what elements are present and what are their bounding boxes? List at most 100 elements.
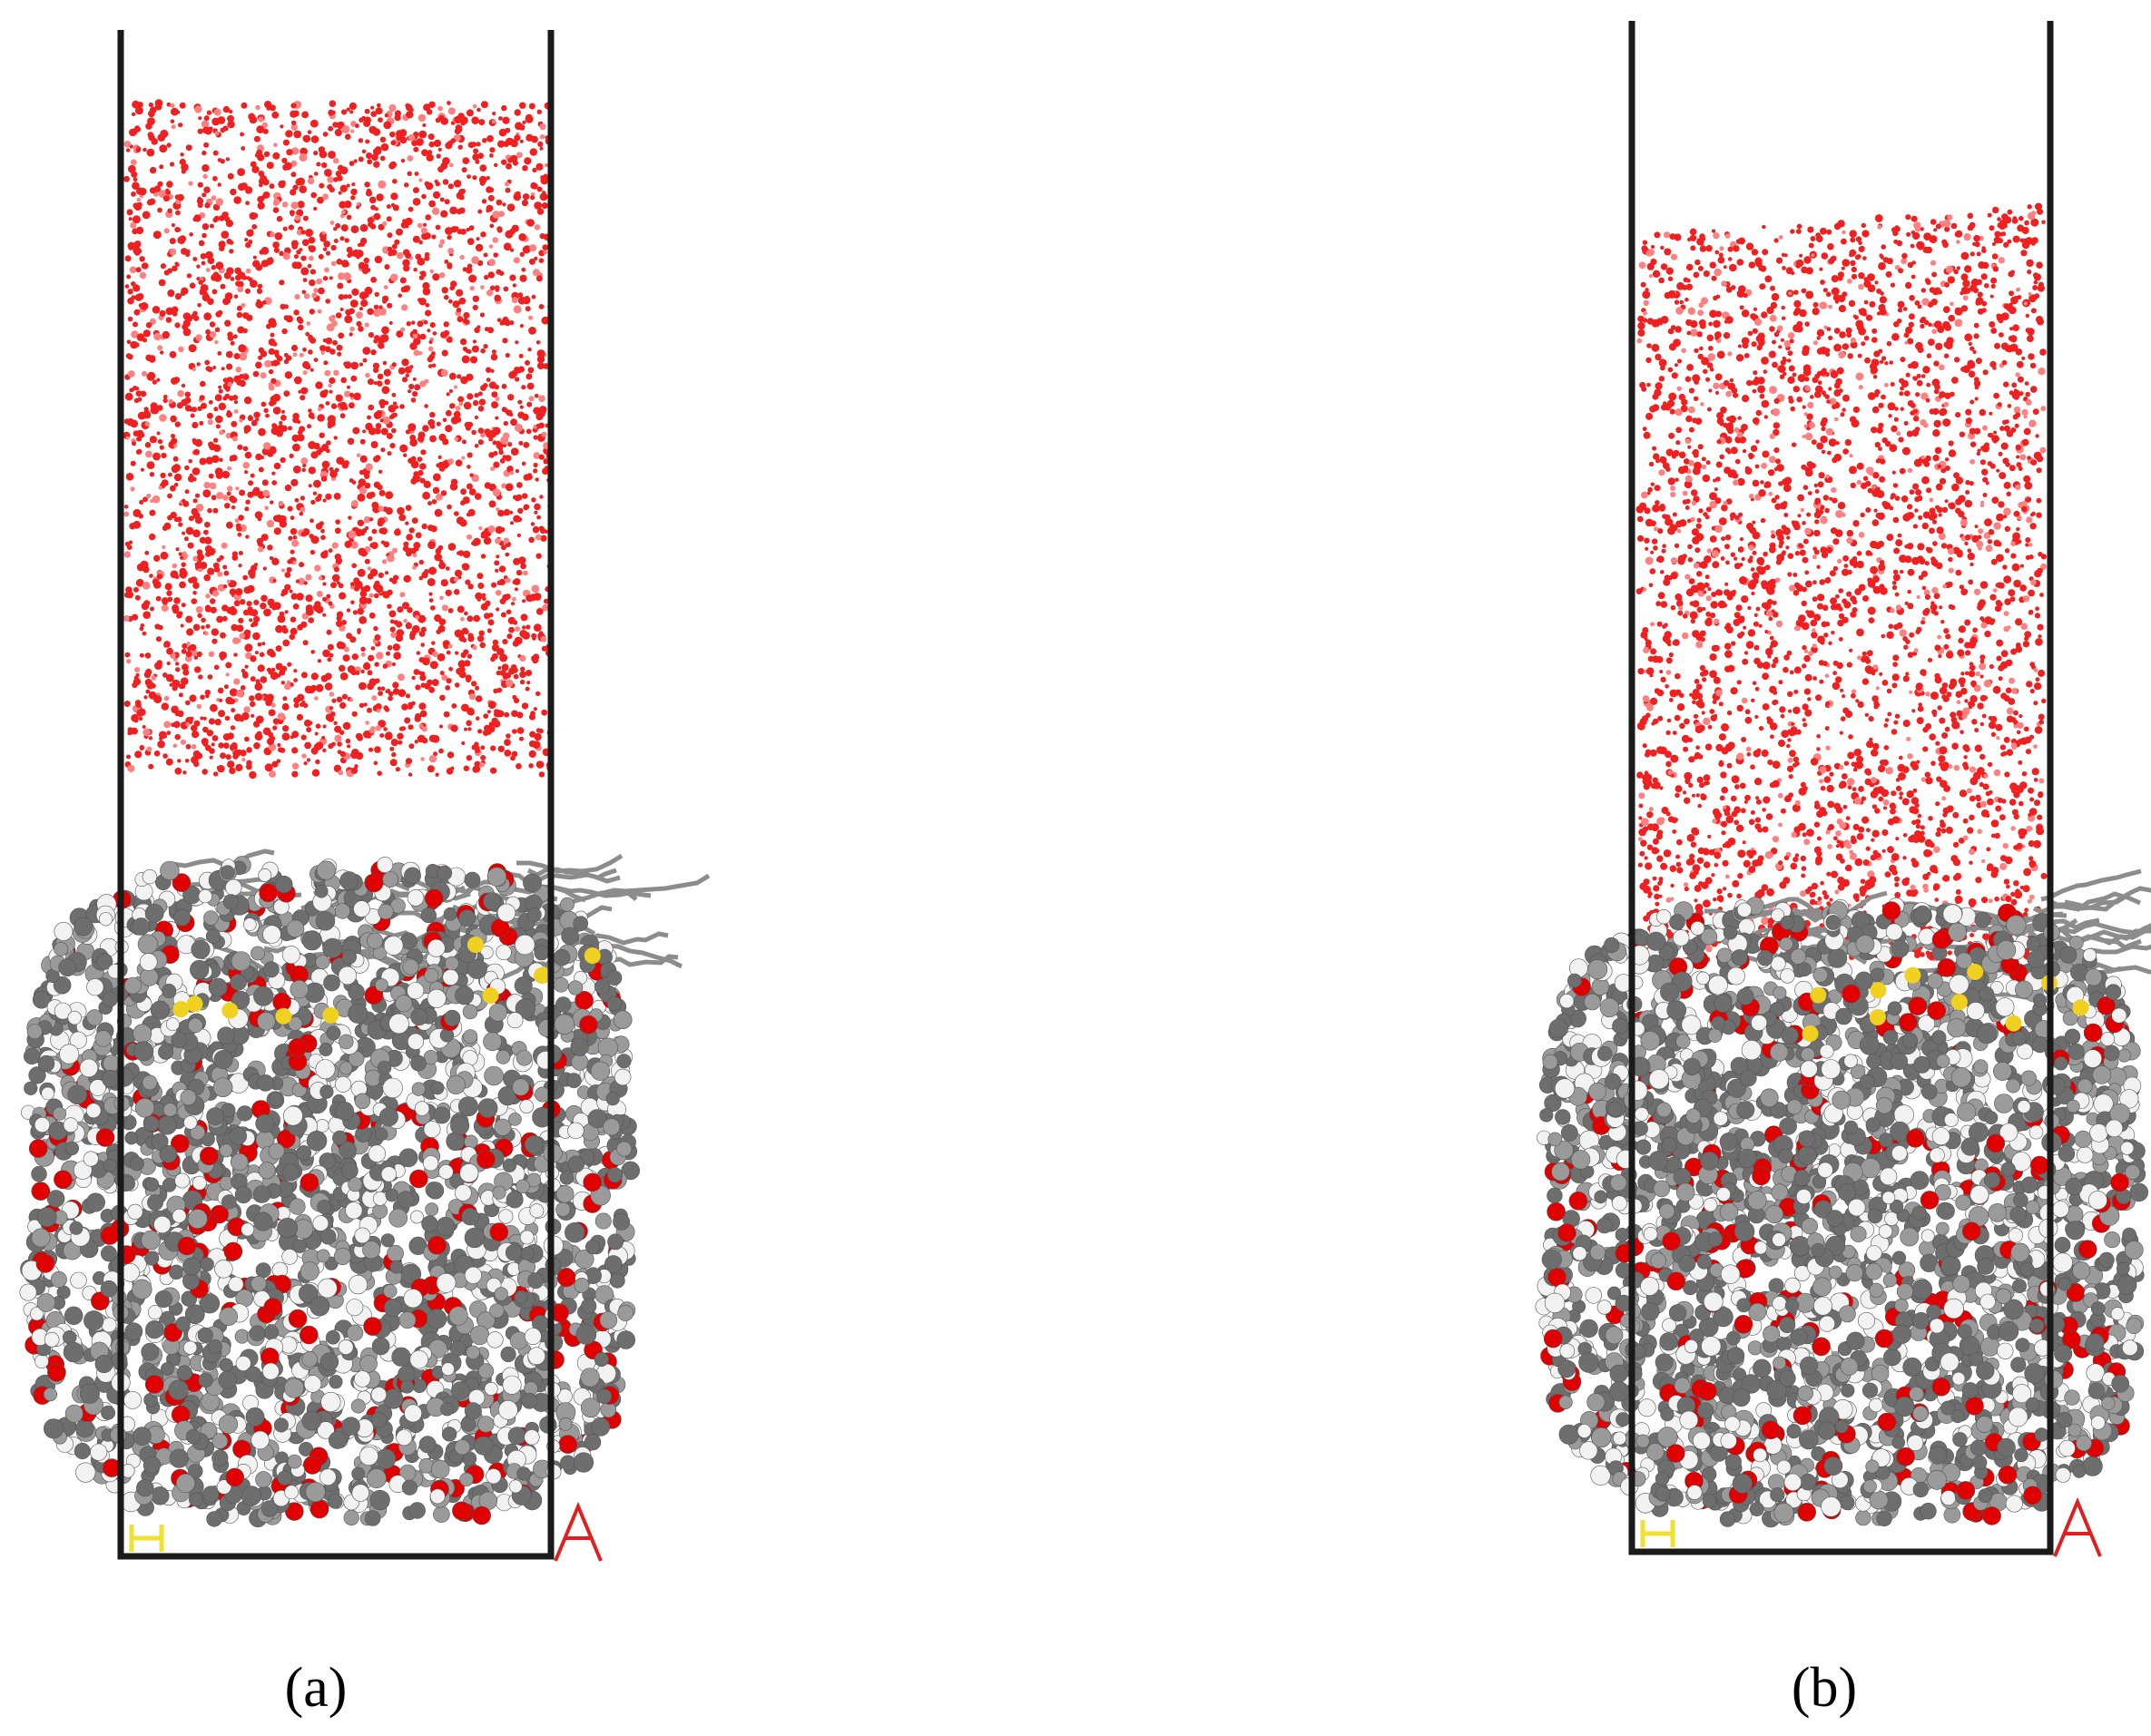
water-molecule [212,507,219,514]
atom [616,1330,636,1349]
water-molecule [218,710,226,718]
water-molecule [328,383,332,388]
water-molecule [478,526,483,531]
water-molecule [497,509,505,517]
water-molecule [359,223,368,232]
water-molecule [172,743,178,749]
water-molecule [174,421,181,427]
water-molecule [207,567,215,575]
water-molecule [505,127,511,133]
water-molecule [331,542,339,549]
water-molecule [293,376,302,385]
water-molecule [130,419,139,428]
water-molecule [313,206,318,211]
water-molecule [219,698,223,702]
water-molecule [398,293,403,299]
water-molecule [273,142,278,147]
water-molecule [320,535,326,541]
water-molecule [185,721,191,727]
water-molecule [310,191,318,199]
water-molecule [167,289,175,298]
atom [450,1116,470,1136]
water-molecule [337,351,342,357]
water-molecule [211,195,217,201]
water-molecule [137,411,146,420]
water-molecule [268,384,275,391]
water-molecule [424,232,431,240]
water-molecule [238,182,246,191]
water-molecule [358,478,367,486]
water-molecule [355,671,360,675]
water-molecule [422,425,429,432]
water-molecule [468,693,476,701]
water-molecule [348,530,357,539]
water-molecule [173,473,182,482]
water-molecule [378,527,386,535]
water-molecule [287,662,292,667]
water-molecule [439,724,443,729]
water-molecule [421,523,427,530]
water-molecule [316,162,321,167]
water-molecule [125,586,133,593]
water-molecule [447,543,457,551]
water-molecule [215,198,224,206]
water-molecule [125,394,132,400]
water-molecule [477,152,484,160]
water-molecule [431,207,440,215]
water-molecule [283,390,290,397]
water-molecule [333,493,341,500]
water-molecule [212,150,219,156]
water-molecule [482,596,486,601]
water-molecule [356,201,360,206]
water-molecule [171,223,175,228]
water-molecule [450,417,459,425]
water-molecule [411,624,420,633]
water-molecule [303,581,308,585]
water-molecule [300,506,306,513]
water-molecule [374,291,379,298]
water-molecule [249,618,253,623]
water-molecule [256,149,263,156]
water-molecule [340,377,348,384]
water-molecule [155,636,162,642]
atom [263,1324,280,1340]
water-molecule [526,382,535,390]
water-molecule [382,299,388,304]
water-molecule [257,664,265,672]
water-molecule [394,239,400,245]
water-molecule [458,635,466,642]
water-molecule [440,579,448,587]
water-molecule [494,560,500,566]
water-molecule [326,593,331,599]
water-molecule [487,619,495,626]
water-molecule [391,427,397,434]
water-molecule [410,456,417,462]
water-molecule [254,692,263,701]
water-molecule [299,426,306,433]
water-molecule [317,659,322,663]
water-molecule [336,344,343,351]
water-molecule [503,508,511,516]
water-molecule [218,402,226,411]
water-molecule [463,401,472,410]
water-molecule [308,466,316,475]
water-molecule [225,350,233,358]
water-molecule [483,713,489,719]
atom [534,945,550,961]
water-molecule [133,718,139,723]
water-molecule [231,623,239,632]
water-molecule [386,216,392,222]
water-molecule [535,477,539,482]
water-molecule [253,411,260,418]
water-molecule [368,654,375,662]
water-molecule [388,610,397,618]
water-molecule [342,721,351,731]
water-molecule [438,562,447,570]
water-molecule [380,142,389,152]
water-molecule [370,441,378,448]
water-molecule [129,387,134,393]
water-molecule [184,397,192,404]
water-molecule [420,626,427,633]
water-molecule [427,364,433,368]
water-molecule [536,515,541,520]
